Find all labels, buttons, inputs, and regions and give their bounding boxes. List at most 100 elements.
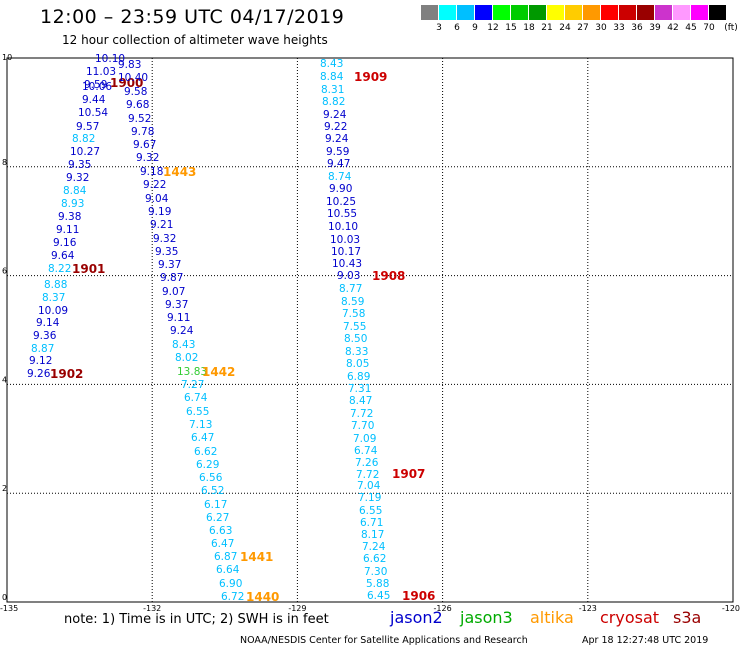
color-scale-swatch <box>457 5 474 20</box>
wave-height-value: 11.03 <box>86 66 116 78</box>
wave-height-value: 8.87 <box>31 343 54 355</box>
wave-height-value: 9.16 <box>53 237 77 249</box>
color-scale-swatch <box>655 5 672 20</box>
color-scale-label: 30 <box>595 23 607 33</box>
wave-height-value: 9.03 <box>337 270 360 282</box>
wave-height-value: 9.04 <box>145 193 169 205</box>
wave-height-value: 9.19 <box>148 206 171 218</box>
wave-height-value: 7.72 <box>356 469 379 481</box>
wave-height-value: 8.59 <box>341 296 364 308</box>
wave-height-value: 8.50 <box>344 333 367 345</box>
color-scale-label: 12 <box>487 23 499 33</box>
wave-height-value: 10.55 <box>327 208 357 220</box>
wave-height-value: 9.59 <box>84 79 107 91</box>
wave-height-value: 10.03 <box>330 234 360 246</box>
wave-height-value: 7.19 <box>358 492 381 504</box>
color-scale-swatch <box>475 5 492 20</box>
track-1909: 8.438.848.318.829.249.229.249.599.478.74… <box>320 58 387 270</box>
pass-time-label: 1443 <box>163 165 196 179</box>
wave-height-value: 8.77 <box>339 283 362 295</box>
credit-line: NOAA/NESDIS Center for Satellite Applica… <box>240 635 528 646</box>
color-scale-label: 6 <box>454 23 460 33</box>
wave-height-value: 9.90 <box>329 183 352 195</box>
x-tick-label: -132 <box>143 604 161 613</box>
wave-height-value: 10.43 <box>332 258 362 270</box>
wave-height-value: 8.02 <box>175 352 198 364</box>
wave-height-value: 9.22 <box>324 121 347 133</box>
wave-height-value: 6.27 <box>206 512 229 524</box>
units-note: note: 1) Time is in UTC; 2) SWH is in fe… <box>64 612 329 627</box>
wave-height-value: 9.57 <box>76 121 99 133</box>
plot-frame <box>6 57 734 603</box>
color-scale-label: 33 <box>613 23 625 33</box>
wave-height-value: 9.32 <box>66 172 89 184</box>
wave-height-value: 9.22 <box>143 179 166 191</box>
wave-height-value: 6.87 <box>214 551 237 563</box>
y-tick-label: 6 <box>2 267 7 276</box>
x-tick-label: -120 <box>722 604 740 613</box>
wave-height-value: 9.24 <box>325 133 349 145</box>
wave-height-value: 10.17 <box>331 246 361 258</box>
x-tick-label: -135 <box>0 604 18 613</box>
wave-height-value: 8.31 <box>321 84 344 96</box>
wave-height-value: 7.72 <box>350 408 373 420</box>
track-1908: 9.03 1908 <box>337 269 405 283</box>
color-scale-label: 42 <box>667 23 679 33</box>
y-tick-label: 0 <box>2 593 7 602</box>
wave-height-value: 9.68 <box>126 99 149 111</box>
pass-time-label: 1902 <box>50 367 83 381</box>
wave-height-value: 9.11 <box>167 312 190 324</box>
track-1906: 7.196.556.718.177.246.627.305.886.45 1906 <box>358 492 435 603</box>
page-subtitle: 12 hour collection of altimeter wave hei… <box>62 33 328 47</box>
wave-height-value: 9.35 <box>155 246 178 258</box>
color-scale-label: 39 <box>649 23 661 33</box>
wave-height-value: 6.62 <box>363 553 386 565</box>
y-tick-label: 4 <box>2 375 7 384</box>
track-1901: 1901 <box>72 262 105 276</box>
color-scale-label: 45 <box>685 23 697 33</box>
color-scale-swatch <box>583 5 600 20</box>
x-tick-label: -123 <box>579 604 597 613</box>
wave-height-value: 9.44 <box>82 94 106 106</box>
y-tick-label: 10 <box>2 53 12 62</box>
wave-height-value: 9.87 <box>160 272 183 284</box>
wave-height-value: 6.52 <box>201 485 224 497</box>
color-scale-label: 24 <box>559 23 571 33</box>
wave-height-value: 7.26 <box>355 457 379 469</box>
wave-height-value: 7.31 <box>348 383 371 395</box>
wave-height-value: 8.84 <box>63 185 87 197</box>
wave-height-value: 6.74 <box>354 445 378 457</box>
wave-height-value: 9.47 <box>327 158 350 170</box>
wave-height-value: 10.25 <box>326 196 356 208</box>
wave-height-value: 9.26 <box>27 368 51 380</box>
wave-height-value: 10.54 <box>78 107 108 119</box>
y-tick-label: 2 <box>2 484 7 493</box>
wave-height-value: 9.58 <box>124 86 147 98</box>
grid-lines <box>7 58 733 602</box>
wave-height-value: 9.64 <box>51 250 75 262</box>
wave-height-value: 7.30 <box>364 566 387 578</box>
track-1440: 6.64 6.906.72 1440 <box>216 564 279 604</box>
legend-s3a: s3a <box>673 608 702 627</box>
wave-height-value: 6.62 <box>194 446 217 458</box>
legend-cryosat: cryosat <box>600 608 660 627</box>
track-1907: 8.778.597.587.558.508.338.056.897.318.47… <box>339 283 425 492</box>
wave-height-value: 8.82 <box>322 96 345 108</box>
wave-height-value: 7.58 <box>342 308 365 320</box>
color-scale-swatch <box>673 5 690 20</box>
wave-height-value: 6.63 <box>209 525 232 537</box>
wave-height-value: 6.55 <box>186 406 209 418</box>
wave-height-value: 10.10 <box>95 53 125 65</box>
pass-time-label: 1901 <box>72 262 105 276</box>
wave-height-value: 9.78 <box>131 126 154 138</box>
generated-timestamp: Apr 18 12:27:48 UTC 2019 <box>582 635 709 646</box>
color-scale-swatch <box>547 5 564 20</box>
pass-time-label: 1909 <box>354 70 387 84</box>
wave-height-value: 6.56 <box>199 472 223 484</box>
wave-height-value: 9.32 <box>153 233 176 245</box>
color-scale-swatch <box>529 5 546 20</box>
wave-height-value: 7.27 <box>181 379 204 391</box>
wave-height-value: 10.27 <box>70 146 100 158</box>
wave-height-value: 7.04 <box>357 480 381 492</box>
